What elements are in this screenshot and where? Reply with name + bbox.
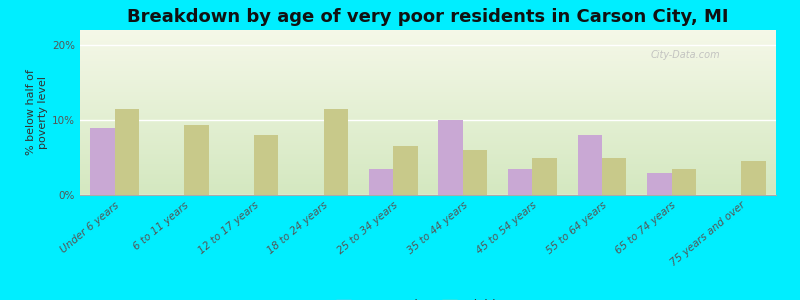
Title: Breakdown by age of very poor residents in Carson City, MI: Breakdown by age of very poor residents … [127,8,729,26]
Bar [369,169,394,195]
Text: City-Data.com: City-Data.com [650,50,720,60]
Bar [578,135,602,195]
Bar [438,120,462,195]
Bar [394,146,418,195]
Bar [508,169,533,195]
Bar [254,135,278,195]
Y-axis label: % below half of
poverty level: % below half of poverty level [26,70,48,155]
Bar [647,172,672,195]
Bar [323,109,348,195]
Bar [185,125,209,195]
Bar [463,150,487,195]
Legend: Carson City, Michigan: Carson City, Michigan [331,295,525,300]
Bar [115,109,139,195]
Bar [602,158,626,195]
Bar [742,161,766,195]
Bar [90,128,115,195]
Bar [533,158,557,195]
Bar [672,169,696,195]
